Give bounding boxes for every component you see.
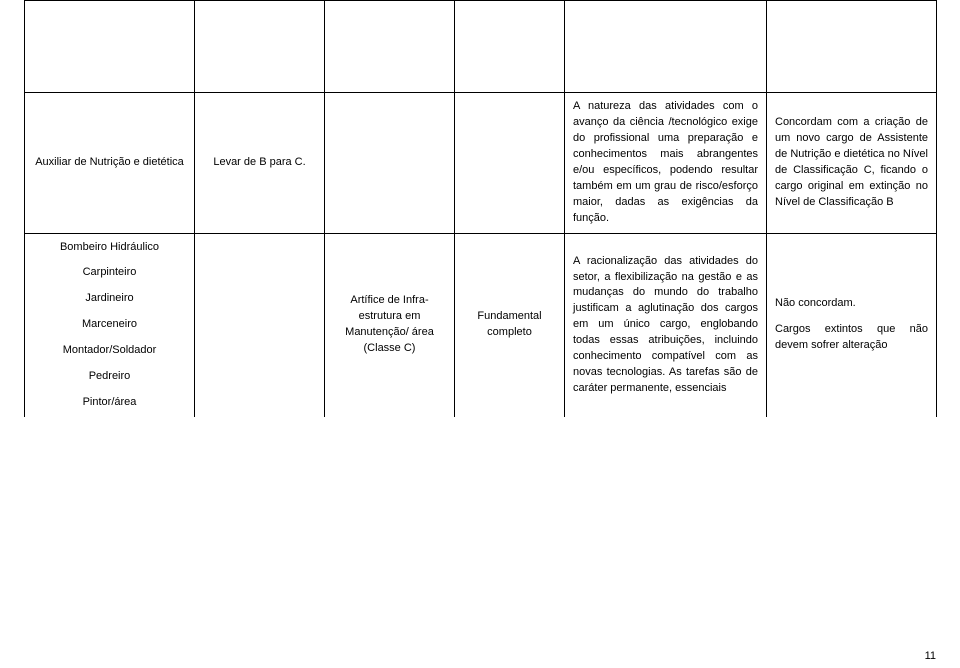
- opinion-line: Não concordam.: [775, 296, 928, 312]
- cell-opinion: Não concordam. Cargos extintos que não d…: [767, 233, 937, 417]
- job-item: Carpinteiro: [33, 265, 186, 281]
- cell-job-list: Bombeiro Hidráulico Carpinteiro Jardinei…: [25, 233, 195, 417]
- cell-education: Fundamental completo: [455, 233, 565, 417]
- job-item: Bombeiro Hidráulico: [33, 240, 186, 256]
- job-item: Jardineiro: [33, 291, 186, 307]
- table-row: [25, 1, 937, 93]
- job-item: Montador/Soldador: [33, 343, 186, 359]
- cell-job-title: Auxiliar de Nutrição e dietética: [25, 93, 195, 234]
- cell-empty: [455, 93, 565, 234]
- cell-empty: [767, 1, 937, 93]
- job-item: Marceneiro: [33, 317, 186, 333]
- document-table: Auxiliar de Nutrição e dietética Levar d…: [24, 0, 937, 417]
- opinion-line: Cargos extintos que não devem sofrer alt…: [775, 322, 928, 354]
- cell-empty: [195, 1, 325, 93]
- cell-new-role: Artífice de Infra-estrutura em Manutençã…: [325, 233, 455, 417]
- table-row: Bombeiro Hidráulico Carpinteiro Jardinei…: [25, 233, 937, 417]
- cell-description: A natureza das atividades com o avanço d…: [565, 93, 767, 234]
- cell-empty: [325, 93, 455, 234]
- cell-empty: [195, 233, 325, 417]
- cell-action: Levar de B para C.: [195, 93, 325, 234]
- job-item: Pintor/área: [33, 395, 186, 411]
- cell-description: A racionalização das atividades do setor…: [565, 233, 767, 417]
- cell-opinion: Concordam com a criação de um novo cargo…: [767, 93, 937, 234]
- cell-empty: [25, 1, 195, 93]
- cell-empty: [455, 1, 565, 93]
- table-row: Auxiliar de Nutrição e dietética Levar d…: [25, 93, 937, 234]
- cell-empty: [325, 1, 455, 93]
- job-item: Pedreiro: [33, 369, 186, 385]
- page-number: 11: [925, 650, 936, 662]
- cell-empty: [565, 1, 767, 93]
